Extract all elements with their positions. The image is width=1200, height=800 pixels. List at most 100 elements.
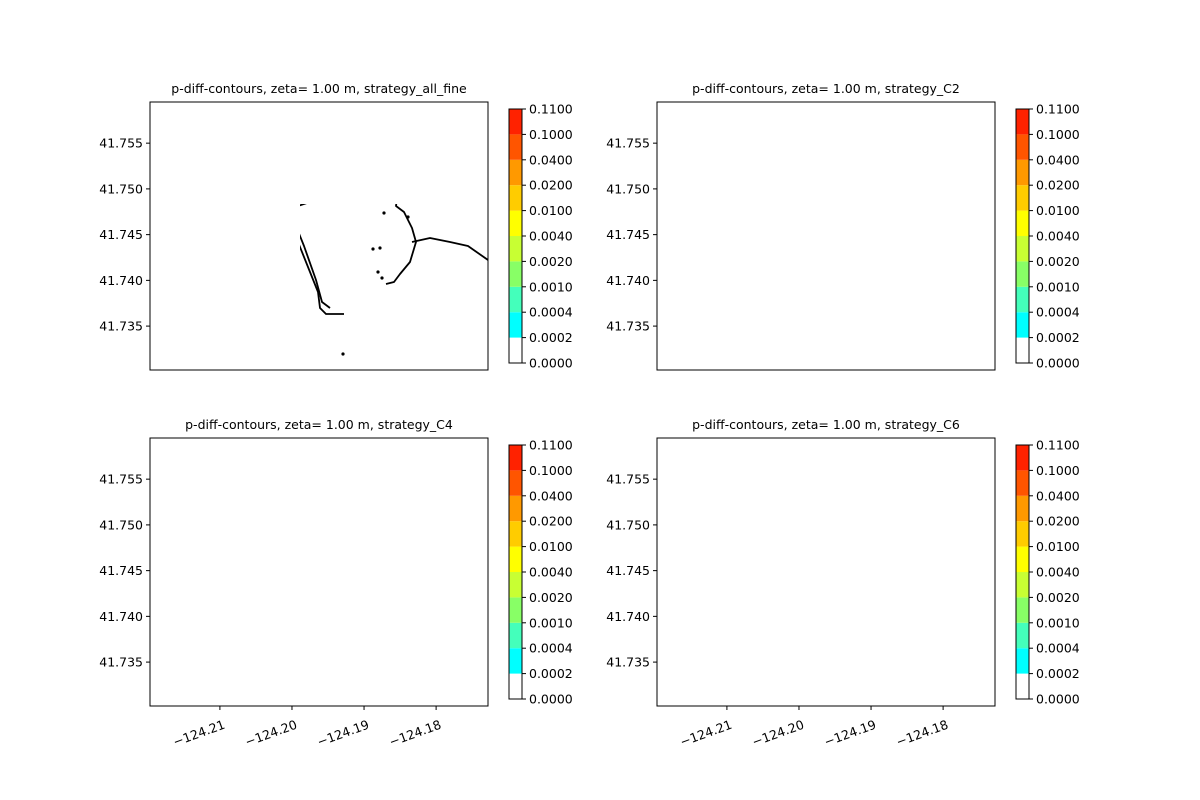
colorbar-band	[1016, 470, 1029, 496]
colorbar-band	[509, 312, 522, 338]
y-tick-label: 41.750	[99, 181, 143, 196]
colorbar-tick-label: 0.0200	[1036, 514, 1080, 529]
colorbar-band	[1016, 261, 1029, 287]
colorbar-band	[509, 286, 522, 313]
colorbar-band	[509, 673, 522, 699]
coastline	[300, 204, 489, 356]
colorbar-band	[509, 648, 522, 674]
colorbar-band	[1016, 159, 1029, 186]
y-tick-label: 41.740	[99, 273, 143, 288]
colorbar-tick-label: 0.0002	[1036, 330, 1080, 345]
colorbar-tick-label: 0.1000	[529, 127, 573, 142]
colorbar-tick-label: 0.0004	[529, 305, 573, 320]
colorbar-band	[509, 445, 522, 471]
colorbar-tick-label: 0.0100	[1036, 539, 1080, 554]
panel-4: p-diff-contours, zeta= 1.00 m, strategy_…	[606, 417, 1080, 749]
colorbar-band	[1016, 185, 1029, 211]
colorbar-band	[509, 185, 522, 211]
colorbar-tick-label: 0.0200	[529, 178, 573, 193]
y-tick-label: 41.745	[606, 563, 650, 578]
colorbar-tick-label: 0.1100	[529, 102, 573, 117]
panel-3: p-diff-contours, zeta= 1.00 m, strategy_…	[99, 417, 573, 749]
colorbar: 0.0000 0.0002 0.0004 0.0010 0.0020 0.0040 0.01…	[508, 102, 573, 371]
island-dot	[406, 215, 410, 219]
colorbar-tick-label: 0.0004	[1036, 641, 1080, 656]
y-tick-label: 41.740	[99, 609, 143, 624]
colorbar-tick-label: 0.0004	[529, 641, 573, 656]
colorbar-band	[1016, 286, 1029, 313]
chart-title: p-diff-contours, zeta= 1.00 m, strategy_…	[185, 417, 453, 432]
plot-area	[657, 102, 995, 370]
colorbar-tick-label: 0.1100	[1036, 438, 1080, 453]
coastline-segment	[300, 204, 417, 285]
y-tick-label: 41.750	[606, 181, 650, 196]
colorbar-tick-label: 0.0000	[1036, 692, 1080, 707]
axes-frame	[656, 101, 996, 371]
coastline-segment	[300, 244, 344, 315]
colorbar-tick-label: 0.0010	[529, 615, 573, 630]
y-tick-label: 41.750	[99, 517, 143, 532]
colorbar-tick-label: 0.0010	[1036, 279, 1080, 294]
colorbar-tick-label: 0.0000	[529, 692, 573, 707]
colorbar-tick-label: 0.0400	[1036, 152, 1080, 167]
island-dot	[376, 270, 380, 274]
colorbar-band	[1016, 312, 1029, 338]
panel-2: p-diff-contours, zeta= 1.00 m, strategy_…	[606, 81, 1080, 371]
colorbar-tick-label: 0.0040	[1036, 229, 1080, 244]
y-tick-label: 41.745	[99, 227, 143, 242]
x-tick-label: −124.18	[894, 717, 950, 750]
colorbar-tick-label: 0.1100	[529, 438, 573, 453]
colorbar-band	[1016, 445, 1029, 471]
island-dot	[378, 246, 382, 250]
colorbar-tick-label: 0.0040	[529, 565, 573, 580]
colorbar: 0.0000 0.0002 0.0004 0.0010 0.0020 0.0040 0.01…	[1015, 102, 1080, 371]
axes-frame	[149, 101, 489, 371]
island-dot	[341, 352, 345, 356]
y-tick-label: 41.755	[606, 472, 650, 487]
y-tick-label: 41.735	[99, 655, 143, 670]
island-dot	[371, 247, 375, 251]
island-dot	[382, 211, 386, 215]
y-tick-label: 41.755	[606, 136, 650, 151]
colorbar-band	[509, 109, 522, 135]
y-tick-label: 41.740	[606, 273, 650, 288]
colorbar-tick-label: 0.0010	[1036, 615, 1080, 630]
colorbar-band	[509, 521, 522, 547]
coastline-segment	[411, 237, 489, 261]
y-tick-label: 41.755	[99, 136, 143, 151]
x-tick-label: −124.19	[315, 717, 371, 750]
colorbar-band	[509, 159, 522, 186]
colorbar-band	[509, 134, 522, 160]
colorbar-tick-label: 0.0200	[1036, 178, 1080, 193]
colorbar-band	[1016, 210, 1029, 236]
colorbar-tick-label: 0.0020	[1036, 254, 1080, 269]
y-tick-label: 41.735	[99, 319, 143, 334]
y-tick-label: 41.735	[606, 655, 650, 670]
colorbar-band	[1016, 337, 1029, 363]
y-tick-label: 41.745	[99, 563, 143, 578]
colorbar-band	[1016, 622, 1029, 649]
colorbar-band	[1016, 109, 1029, 135]
colorbar-band	[509, 236, 522, 262]
chart-title: p-diff-contours, zeta= 1.00 m, strategy_…	[692, 417, 960, 432]
colorbar-tick-label: 0.1100	[1036, 102, 1080, 117]
colorbar-tick-label: 0.1000	[529, 463, 573, 478]
chart-title: p-diff-contours, zeta= 1.00 m, strategy_…	[171, 81, 467, 96]
colorbar-band	[1016, 521, 1029, 547]
colorbar-band	[1016, 572, 1029, 598]
plot-area	[657, 438, 995, 706]
colorbar-band	[1016, 134, 1029, 160]
x-tick-label: −124.21	[678, 717, 734, 750]
colorbar-tick-label: 0.0400	[529, 152, 573, 167]
y-tick-label: 41.750	[606, 517, 650, 532]
colorbar-tick-label: 0.0020	[529, 254, 573, 269]
colorbar-tick-label: 0.0100	[1036, 203, 1080, 218]
colorbar: 0.0000 0.0002 0.0004 0.0010 0.0020 0.0040 0.01…	[508, 438, 573, 707]
colorbar-band	[1016, 546, 1029, 572]
axes-frame	[149, 437, 489, 707]
x-tick-label: −124.19	[822, 717, 878, 750]
colorbar-tick-label: 0.0010	[529, 279, 573, 294]
chart-title: p-diff-contours, zeta= 1.00 m, strategy_…	[692, 81, 960, 96]
colorbar-band	[1016, 648, 1029, 674]
colorbar-band	[509, 572, 522, 598]
